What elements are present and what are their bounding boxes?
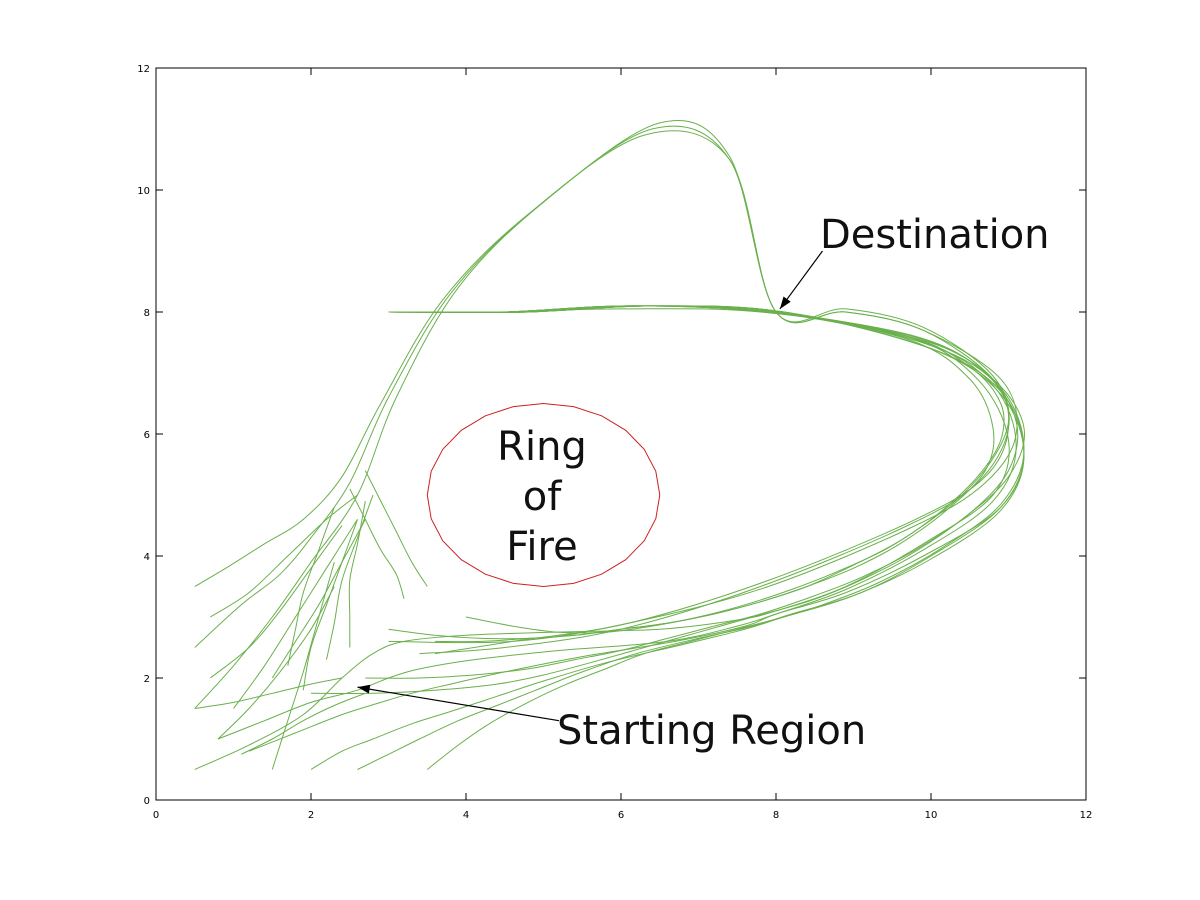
plot-frame: [155, 67, 1087, 801]
short-trajectory-12: [364, 470, 428, 587]
y-tick-label: 2: [144, 674, 150, 685]
short-trajectory-7: [287, 507, 335, 666]
start-arrow-head: [357, 684, 371, 694]
annotations: Destination Starting Region Ring of Fire: [357, 212, 1050, 754]
trajectory-lines: [194, 119, 1026, 770]
trajectory-line-12: [388, 305, 995, 640]
x-tick-label: 2: [308, 810, 314, 821]
x-tick-label: 0: [153, 810, 159, 821]
ring-of-fire: [426, 402, 661, 588]
y-tick-label: 8: [144, 308, 150, 319]
short-trajectory-13: [241, 692, 366, 755]
trajectory-line-10: [310, 305, 1026, 695]
x-tick-label: 6: [618, 810, 624, 821]
short-trajectory-8: [302, 519, 358, 691]
y-tick-label: 4: [144, 552, 150, 563]
y-tick-label: 12: [137, 64, 150, 75]
short-trajectory-2: [209, 525, 343, 679]
short-trajectory-9: [326, 494, 374, 660]
trajectory-line-11: [365, 305, 1019, 679]
x-tick-label: 8: [773, 810, 779, 821]
short-trajectory-4: [233, 519, 358, 709]
trajectory-line-7: [310, 305, 1025, 770]
y-tick-label: 0: [144, 796, 150, 807]
trajectory-line-13: [388, 305, 1005, 643]
y-tick-label: 10: [137, 186, 150, 197]
trajectory-line-9: [419, 305, 1025, 770]
trajectory-line-6: [248, 305, 1025, 752]
ring-label-line-3: Fire: [506, 524, 577, 570]
destination-label: Destination: [820, 212, 1050, 258]
trajectory-line-14: [388, 305, 1010, 634]
axes: 0 2 4 6 8 10 12 0 2 4 6 8 10 12: [137, 64, 1092, 821]
short-trajectory-10: [348, 501, 366, 648]
x-tick-label: 10: [925, 810, 938, 821]
x-tick-label: 12: [1080, 810, 1093, 821]
starting-region-label: Starting Region: [557, 708, 866, 754]
start-arrow-line: [357, 686, 560, 722]
trajectory-line-5: [217, 305, 1017, 740]
short-trajectory-6: [271, 561, 335, 770]
ring-of-fire-circle: [426, 402, 661, 588]
short-trajectory-11: [349, 488, 405, 599]
trajectory-line-8: [357, 305, 1025, 770]
ring-label-line-1: Ring: [497, 424, 587, 470]
destination-arrow-head: [779, 296, 791, 309]
ring-label-line-2: of: [523, 474, 562, 520]
x-tick-label: 4: [463, 810, 469, 821]
short-trajectory-14: [194, 677, 343, 709]
y-tick-label: 6: [144, 430, 150, 441]
short-trajectory-1: [210, 494, 358, 618]
short-trajectory-5: [271, 519, 366, 679]
